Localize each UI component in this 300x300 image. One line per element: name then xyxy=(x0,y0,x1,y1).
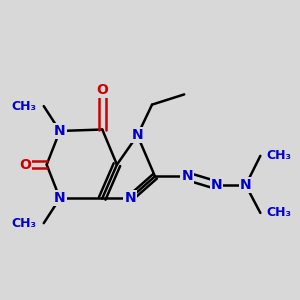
Text: CH₃: CH₃ xyxy=(266,206,291,219)
Text: CH₃: CH₃ xyxy=(266,149,291,162)
Text: N: N xyxy=(182,169,193,183)
Text: O: O xyxy=(19,158,31,172)
Text: N: N xyxy=(132,128,143,142)
Text: N: N xyxy=(54,124,66,138)
Text: N: N xyxy=(54,191,66,205)
Text: CH₃: CH₃ xyxy=(11,100,36,112)
Text: N: N xyxy=(211,178,222,192)
Text: O: O xyxy=(96,83,108,97)
Text: N: N xyxy=(124,191,136,205)
Text: N: N xyxy=(240,178,251,192)
Text: CH₃: CH₃ xyxy=(11,217,36,230)
